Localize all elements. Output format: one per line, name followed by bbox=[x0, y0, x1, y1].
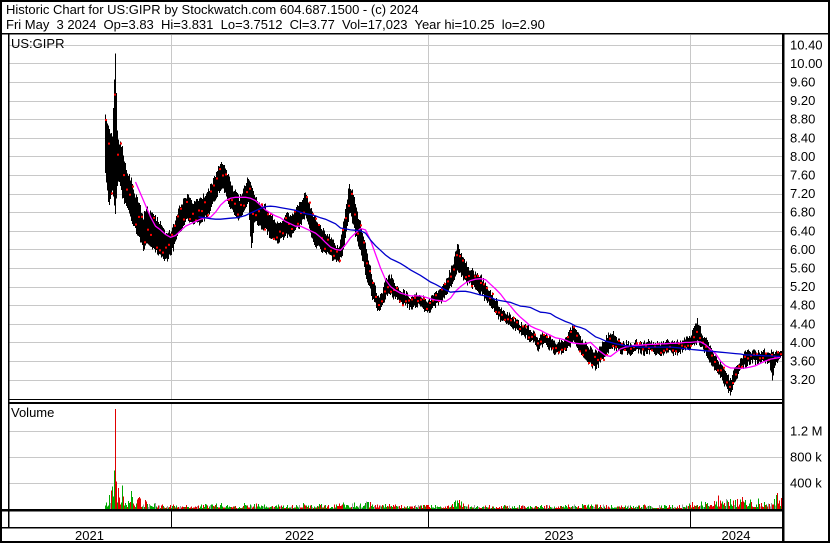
price-axis-label: 5.20 bbox=[790, 279, 815, 294]
volume-axis-label: 800 k bbox=[790, 450, 822, 465]
price-axis-label: 10.00 bbox=[790, 56, 823, 71]
price-axis-label: 7.60 bbox=[790, 168, 815, 183]
price-axis-labels: 10.40 10.00 9.60 9.20 8.80 8.40 8.00 7.60 7.20 6.… bbox=[790, 37, 823, 387]
price-axis-label: 8.00 bbox=[790, 149, 815, 164]
price-axis-label: 3.20 bbox=[790, 372, 815, 387]
year-axis-labels: 2021 2022 2023 2024 bbox=[75, 528, 750, 543]
volume-axis-label: 1.2 M bbox=[790, 424, 823, 439]
volume-axis-label: 400 k bbox=[790, 476, 822, 491]
price-axis-label: 7.20 bbox=[790, 186, 815, 201]
year-label: 2023 bbox=[545, 528, 574, 543]
price-axis-label: 10.40 bbox=[790, 37, 823, 52]
ma-slow-line bbox=[198, 205, 781, 358]
volume-bars bbox=[105, 408, 782, 510]
volume-pane-label: Volume bbox=[11, 405, 55, 420]
year-label: 2024 bbox=[722, 528, 751, 543]
quote-line: Fri May 3 2024 Op=3.83 Hi=3.831 Lo=3.751… bbox=[6, 17, 545, 32]
chart-title: Historic Chart for US:GIPR by Stockwatch… bbox=[6, 2, 419, 17]
price-axis-label: 6.00 bbox=[790, 242, 815, 257]
price-axis-label: 9.60 bbox=[790, 75, 815, 90]
close-ticks bbox=[105, 93, 782, 388]
price-axis-label: 9.20 bbox=[790, 93, 815, 108]
price-axis-label: 4.80 bbox=[790, 298, 815, 313]
price-axis-label: 6.80 bbox=[790, 205, 815, 220]
price-axis-label: 5.60 bbox=[790, 261, 815, 276]
price-axis-label: 8.80 bbox=[790, 112, 815, 127]
price-axis-label: 4.00 bbox=[790, 335, 815, 350]
year-label: 2021 bbox=[75, 528, 104, 543]
year-label: 2022 bbox=[285, 528, 314, 543]
ma-fast-line bbox=[134, 181, 781, 370]
symbol-label: US:GIPR bbox=[11, 36, 65, 51]
volume-axis-labels: 1.2 M 800 k 400 k bbox=[790, 424, 823, 491]
price-axis-label: 3.60 bbox=[790, 354, 815, 369]
price-axis-label: 4.40 bbox=[790, 316, 815, 331]
price-axis-label: 8.40 bbox=[790, 130, 815, 145]
price-axis-label: 6.40 bbox=[790, 223, 815, 238]
